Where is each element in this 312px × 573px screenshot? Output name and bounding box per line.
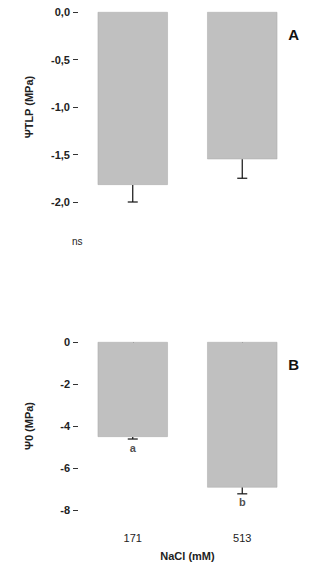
svg-text:ns: ns xyxy=(72,236,83,247)
svg-text:-2: -2 xyxy=(60,378,70,390)
svg-text:ΨTLP (MPa): ΨTLP (MPa) xyxy=(23,75,35,138)
svg-text:-1,5: -1,5 xyxy=(51,149,70,161)
svg-text:a: a xyxy=(130,442,137,454)
svg-text:-1,0: -1,0 xyxy=(51,101,70,113)
svg-text:Ψ0 (MPa): Ψ0 (MPa) xyxy=(23,402,35,450)
svg-text:NaCl (mM): NaCl (mM) xyxy=(160,550,215,562)
svg-text:171: 171 xyxy=(124,532,142,544)
svg-text:0,0: 0,0 xyxy=(55,6,70,18)
svg-text:-2,0: -2,0 xyxy=(51,196,70,208)
svg-text:-6: -6 xyxy=(60,462,70,474)
svg-text:-0,5: -0,5 xyxy=(51,54,70,66)
svg-text:b: b xyxy=(239,496,246,508)
svg-text:A: A xyxy=(288,26,299,43)
svg-text:-4: -4 xyxy=(60,420,71,432)
svg-text:-8: -8 xyxy=(60,504,70,516)
svg-text:B: B xyxy=(288,356,299,373)
svg-text:513: 513 xyxy=(233,532,251,544)
svg-text:0: 0 xyxy=(64,336,70,348)
